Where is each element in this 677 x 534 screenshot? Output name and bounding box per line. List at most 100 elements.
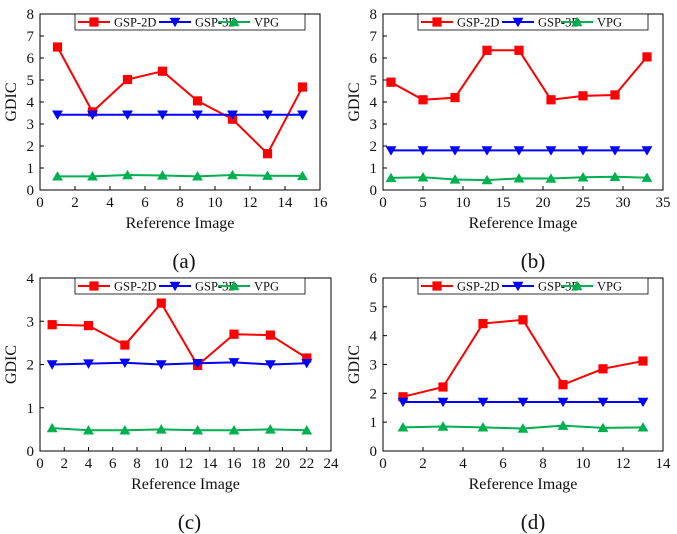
y-tick-label: 8 bbox=[27, 7, 35, 23]
data-point-up-triangle bbox=[157, 170, 168, 180]
x-tick-label: 10 bbox=[576, 456, 591, 472]
data-point-down-triangle bbox=[597, 397, 609, 408]
data-point-square bbox=[157, 66, 168, 76]
data-point-down-triangle bbox=[46, 360, 58, 370]
data-point-down-triangle bbox=[52, 110, 63, 120]
y-tick-label: 7 bbox=[27, 29, 35, 45]
data-point-down-triangle bbox=[192, 359, 204, 369]
data-point-square bbox=[450, 93, 460, 103]
data-point-down-triangle bbox=[262, 110, 273, 120]
y-axis-label: GDIC bbox=[346, 345, 363, 384]
data-point-down-triangle bbox=[481, 146, 493, 156]
x-tick-label: 12 bbox=[178, 456, 193, 472]
legend-marker-up-triangle bbox=[228, 280, 240, 291]
x-tick-label: 25 bbox=[576, 195, 591, 211]
y-tick-label: 0 bbox=[370, 444, 378, 460]
legend-marker-square bbox=[432, 281, 442, 291]
data-point-down-triangle bbox=[157, 110, 168, 120]
x-tick-label: 12 bbox=[616, 456, 631, 472]
series-gsp-3d bbox=[52, 110, 308, 120]
y-tick-label: 0 bbox=[27, 444, 35, 460]
legend-label: GSP-2D bbox=[114, 16, 156, 30]
data-point-up-triangle bbox=[83, 425, 94, 435]
x-tick-label: 2 bbox=[419, 456, 427, 472]
legend-marker-down-triangle bbox=[169, 17, 181, 28]
y-tick-label: 3 bbox=[370, 117, 378, 133]
data-point-down-triangle bbox=[301, 359, 313, 369]
data-point-up-triangle bbox=[477, 422, 489, 432]
legend-label: GSP-3D bbox=[195, 16, 237, 30]
data-point-square bbox=[418, 95, 428, 105]
legend-label: GSP-3D bbox=[538, 280, 580, 294]
x-tick-label: 8 bbox=[539, 456, 547, 472]
x-tick-label: 10 bbox=[154, 456, 169, 472]
data-point-down-triangle bbox=[449, 146, 461, 156]
data-point-down-triangle bbox=[192, 110, 203, 120]
y-tick-label: 8 bbox=[370, 7, 378, 23]
x-tick-label: 0 bbox=[379, 456, 387, 472]
legend-marker-down-triangle bbox=[512, 17, 524, 28]
y-axis-label: GDIC bbox=[3, 345, 20, 384]
legend-label: GSP-2D bbox=[457, 280, 499, 294]
data-point-square bbox=[518, 315, 528, 325]
y-tick-label: 5 bbox=[370, 300, 378, 316]
data-point-up-triangle bbox=[517, 423, 529, 433]
series-line bbox=[56, 46, 304, 156]
x-tick-label: 14 bbox=[278, 195, 294, 211]
data-point-square bbox=[398, 392, 408, 402]
data-point-down-triangle bbox=[227, 110, 238, 120]
data-point-down-triangle bbox=[545, 146, 557, 156]
data-point-up-triangle bbox=[87, 171, 98, 181]
data-point-up-triangle bbox=[192, 425, 204, 435]
data-point-up-triangle bbox=[122, 169, 133, 180]
data-point-square bbox=[638, 356, 648, 366]
x-tick-label: 14 bbox=[202, 456, 218, 472]
x-tick-label: 15 bbox=[496, 195, 511, 211]
x-tick-label: 5 bbox=[419, 195, 427, 211]
series-line bbox=[52, 301, 308, 367]
y-tick-label: 0 bbox=[27, 183, 35, 199]
y-tick-label: 1 bbox=[370, 161, 378, 177]
x-tick-label: 10 bbox=[456, 195, 471, 211]
data-point-down-triangle bbox=[437, 397, 449, 408]
data-point-square bbox=[192, 96, 203, 106]
x-axis-label: Reference Image bbox=[131, 476, 240, 493]
data-point-down-triangle bbox=[155, 360, 167, 370]
series-gsp-3d bbox=[397, 397, 649, 408]
series-line bbox=[390, 49, 648, 101]
series-vpg bbox=[397, 420, 649, 433]
data-point-square bbox=[302, 353, 312, 363]
x-tick-label: 20 bbox=[536, 195, 551, 211]
data-point-down-triangle bbox=[87, 110, 98, 120]
y-tick-label: 3 bbox=[27, 314, 35, 330]
data-point-square bbox=[578, 91, 588, 101]
data-point-up-triangle bbox=[228, 425, 240, 435]
x-tick-label: 6 bbox=[499, 456, 507, 472]
x-tick-label: 8 bbox=[176, 195, 184, 211]
panel-label: (c) bbox=[178, 510, 201, 534]
data-point-square bbox=[610, 90, 620, 100]
x-tick-label: 4 bbox=[459, 456, 467, 472]
panel-label: (d) bbox=[521, 510, 546, 534]
series-gsp-2d bbox=[47, 298, 312, 370]
legend-marker-up-triangle bbox=[571, 16, 583, 27]
y-tick-label: 6 bbox=[370, 51, 378, 67]
data-point-square bbox=[438, 382, 448, 392]
data-point-up-triangle bbox=[52, 171, 63, 181]
data-point-up-triangle bbox=[609, 171, 621, 181]
data-point-down-triangle bbox=[385, 146, 397, 156]
chart-panel-2: 0 5 10 15 20 25 30 35 0 1 2 3 4 5 6 7 8 Reference Image GD… bbox=[346, 7, 671, 273]
x-tick-label: 20 bbox=[275, 456, 290, 472]
x-tick-label: 10 bbox=[208, 195, 223, 211]
data-point-up-triangle bbox=[46, 422, 58, 433]
data-point-up-triangle bbox=[597, 422, 609, 433]
x-axis-label: Reference Image bbox=[469, 476, 578, 493]
data-point-up-triangle bbox=[577, 172, 589, 182]
data-point-up-triangle bbox=[227, 169, 238, 180]
series-gsp-3d bbox=[385, 146, 653, 156]
x-tick-label: 30 bbox=[616, 195, 631, 211]
y-tick-label: 4 bbox=[370, 95, 378, 111]
